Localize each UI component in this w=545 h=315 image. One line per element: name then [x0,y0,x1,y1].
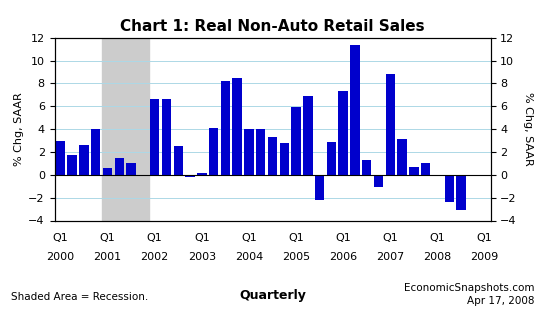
Bar [326,142,336,175]
Bar [103,168,112,175]
Text: Q1: Q1 [52,233,68,243]
Bar [209,128,219,175]
Bar [79,145,89,175]
Bar [409,167,419,175]
Bar [386,74,395,175]
Text: 2005: 2005 [282,252,310,262]
Text: 2001: 2001 [93,252,122,262]
Bar [303,96,313,175]
Text: Q1: Q1 [241,233,257,243]
Bar [445,175,454,202]
Text: Q1: Q1 [100,233,116,243]
Bar [91,129,100,175]
Bar [56,140,65,175]
Text: Q1: Q1 [147,233,162,243]
Bar [244,129,253,175]
Bar [421,163,431,175]
Text: 2002: 2002 [141,252,169,262]
Text: 2000: 2000 [46,252,75,262]
Bar [173,146,183,175]
Text: 2004: 2004 [235,252,263,262]
Bar [433,175,442,176]
Text: Q1: Q1 [335,233,351,243]
Text: EconomicSnapshots.com: EconomicSnapshots.com [404,283,534,293]
Text: Apr 17, 2008: Apr 17, 2008 [467,295,534,306]
Bar [221,81,230,175]
Text: 2007: 2007 [376,252,404,262]
Bar [374,175,383,187]
Text: Quarterly: Quarterly [239,289,306,302]
Bar [138,175,148,176]
Bar [162,100,171,175]
Text: Q1: Q1 [288,233,304,243]
Text: Q1: Q1 [194,233,210,243]
Y-axis label: % Chg, SAAR: % Chg, SAAR [14,92,24,166]
Bar [197,173,207,175]
Bar [268,137,277,175]
Text: 2003: 2003 [187,252,216,262]
Title: Chart 1: Real Non-Auto Retail Sales: Chart 1: Real Non-Auto Retail Sales [120,19,425,34]
Text: Q1: Q1 [477,233,493,243]
Text: 2006: 2006 [329,252,358,262]
Y-axis label: % Chg, SAAR: % Chg, SAAR [523,92,534,166]
Bar [126,163,136,175]
Bar [456,175,466,210]
Bar [150,100,159,175]
Text: Q1: Q1 [383,233,398,243]
Bar [114,158,124,175]
Bar [185,175,195,177]
Bar [338,91,348,175]
Bar [256,129,265,175]
Bar [292,107,301,175]
Text: 2009: 2009 [470,252,499,262]
Bar [232,78,242,175]
Bar [362,160,372,175]
Text: 2008: 2008 [423,252,452,262]
Text: Q1: Q1 [429,233,445,243]
Text: Shaded Area = Recession.: Shaded Area = Recession. [11,292,148,302]
Bar [68,155,77,175]
Bar [315,175,324,200]
Bar [101,38,149,220]
Bar [280,143,289,175]
Bar [350,45,360,175]
Bar [397,140,407,175]
